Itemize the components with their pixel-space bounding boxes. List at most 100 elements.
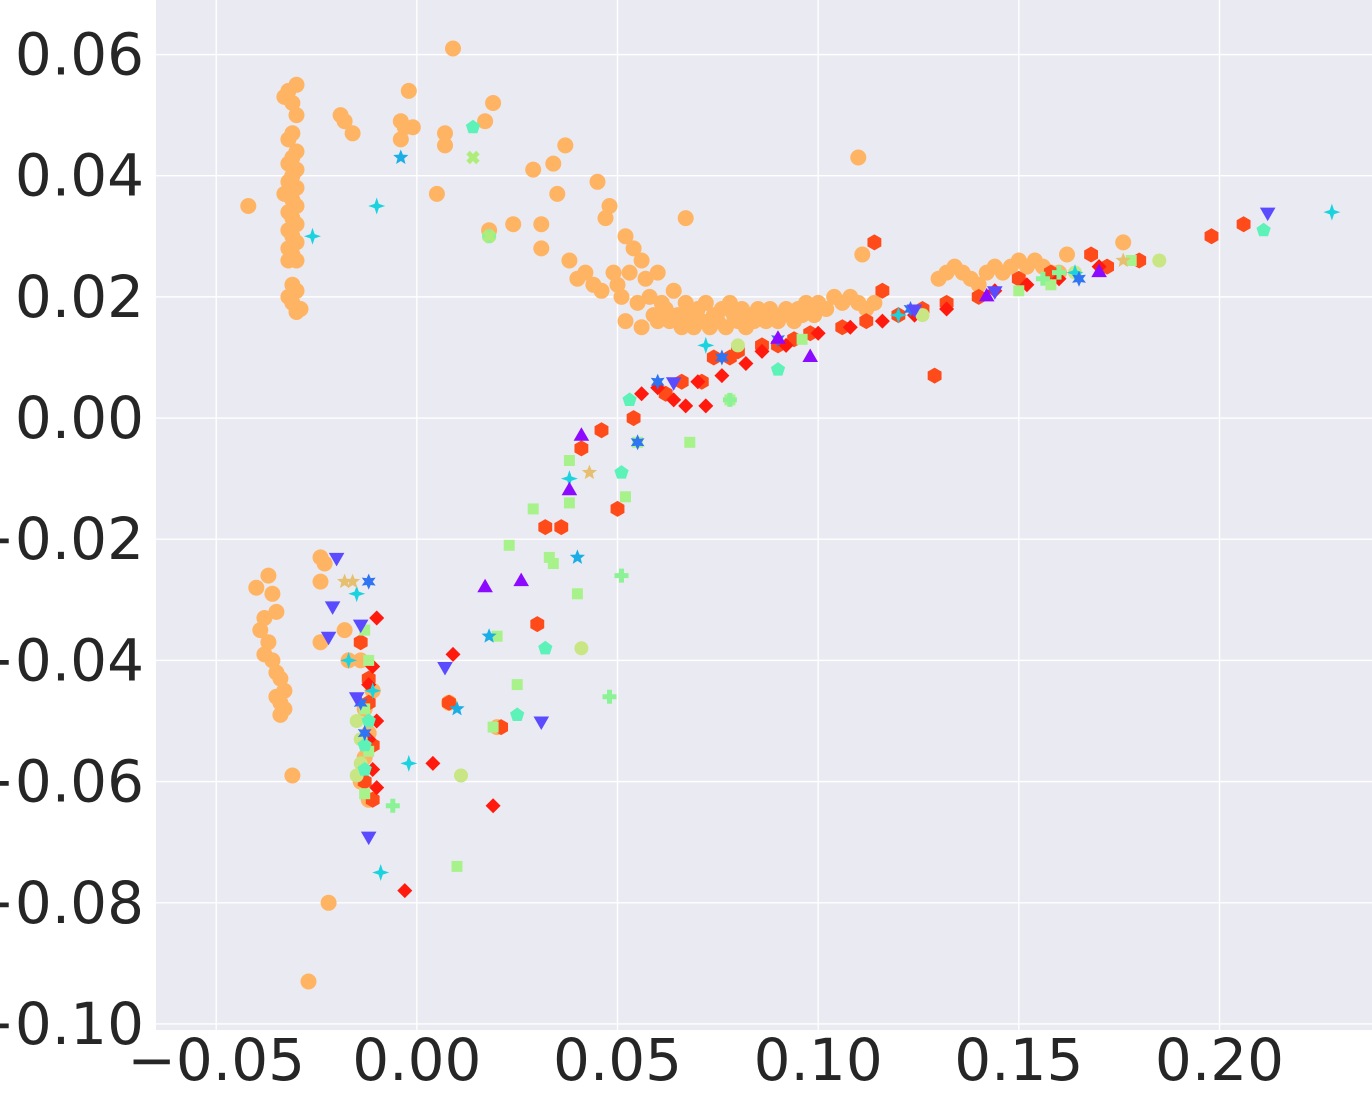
data-point-circle <box>477 113 494 130</box>
data-point-square <box>620 491 631 503</box>
data-point-circle <box>336 113 353 130</box>
data-point-x <box>482 229 496 244</box>
data-point-circle <box>320 894 337 911</box>
data-point-triangle-down <box>987 286 1003 300</box>
data-point-circle <box>272 706 289 723</box>
data-point-circle <box>272 670 289 687</box>
data-point-circle <box>336 622 353 639</box>
x-tick-label: 0.20 <box>1155 1026 1284 1094</box>
data-point-square <box>359 788 371 800</box>
y-tick-label: 0.02 <box>15 263 144 331</box>
data-point-hexagon <box>875 282 890 299</box>
data-point-triangle-down <box>324 601 341 615</box>
data-point-star4 <box>1323 203 1341 221</box>
y-tick-labels: 0.06 0.04 0.02 0.00 −0.02 −0.04 −0.06 −0.08 −0.1… <box>0 21 144 1058</box>
x-tick-label: 0.05 <box>553 1026 682 1094</box>
data-point-square <box>571 588 583 600</box>
data-point-circle <box>657 301 674 317</box>
data-point-pentagon <box>357 737 372 752</box>
data-point-square <box>487 721 499 733</box>
data-point-circle <box>240 198 257 214</box>
data-point-circle <box>669 307 686 324</box>
data-point-circle <box>260 634 277 651</box>
data-point-square <box>363 654 375 666</box>
data-point-circle <box>605 264 622 281</box>
data-point-diamond <box>445 646 461 662</box>
data-point-square <box>684 436 696 448</box>
data-point-diamond <box>485 798 501 814</box>
data-point-square <box>543 551 555 563</box>
data-point-hexagon <box>538 519 553 536</box>
data-point-cross <box>385 798 400 813</box>
data-point-circle <box>721 294 738 311</box>
data-point-circle <box>445 40 461 57</box>
points-layer <box>240 40 1341 990</box>
y-tick-label: −0.08 <box>0 869 144 937</box>
data-point-circle <box>641 288 658 305</box>
data-point-circle <box>485 95 502 111</box>
x-tick-label: 0.00 <box>352 1026 481 1094</box>
data-point-circle <box>288 304 305 320</box>
data-point-circle <box>264 652 281 669</box>
data-point-circle <box>312 634 329 651</box>
data-point-hexagon <box>867 234 882 251</box>
data-point-star4 <box>372 864 390 881</box>
data-point-hexagon <box>1236 216 1251 233</box>
data-point-circle <box>1115 234 1132 251</box>
y-tick-label: 0.06 <box>15 21 144 89</box>
data-point-circle <box>866 294 883 311</box>
data-point-star4 <box>889 306 907 324</box>
data-point-diamond <box>939 301 955 317</box>
data-point-triangle-up <box>802 348 818 362</box>
data-point-triangle-up <box>770 330 786 344</box>
data-point-circle <box>601 198 618 214</box>
data-point-circle <box>525 161 542 178</box>
data-point-diamond <box>690 374 706 390</box>
data-point-star5 <box>336 573 353 589</box>
x-tick-label: 0.15 <box>954 1026 1083 1094</box>
data-point-square <box>563 455 575 466</box>
data-point-square <box>359 703 371 715</box>
data-point-pentagon <box>614 465 629 479</box>
data-point-square <box>563 497 575 509</box>
data-point-triangle-down <box>348 692 365 706</box>
data-point-hexagon <box>530 616 545 633</box>
data-point-hexagon <box>353 634 368 651</box>
data-point-square <box>503 539 515 551</box>
data-point-square <box>796 333 808 345</box>
data-point-circle <box>854 246 871 263</box>
data-point-circle-sm <box>574 641 589 656</box>
data-point-pentagon <box>361 713 376 728</box>
data-point-star4 <box>364 682 382 700</box>
data-point-circle <box>633 252 650 269</box>
data-point-circle <box>649 313 666 330</box>
data-point-triangle-up <box>978 287 995 302</box>
data-point-circle <box>264 585 281 602</box>
data-point-hexagon <box>859 313 874 330</box>
data-point-diamond <box>874 313 890 329</box>
y-tick-label: −0.10 <box>0 990 144 1058</box>
data-point-star6 <box>630 434 645 451</box>
data-point-hexagon <box>574 440 589 457</box>
data-point-circle <box>404 119 421 136</box>
data-point-star6 <box>1072 270 1086 287</box>
data-point-star5 <box>581 464 598 480</box>
data-point-diamond <box>634 386 650 402</box>
data-point-circle <box>665 282 682 299</box>
data-point-circle <box>597 210 614 227</box>
data-point-star6 <box>650 373 665 390</box>
data-point-circle <box>248 579 265 596</box>
data-point-diamond <box>754 343 770 359</box>
data-point-circle <box>970 276 987 293</box>
data-point-circle <box>428 185 445 202</box>
data-point-hexagon <box>554 519 569 536</box>
data-point-circle <box>629 294 646 311</box>
data-point-circle <box>613 288 630 305</box>
plot-background <box>156 0 1372 1030</box>
data-point-circle <box>1059 246 1075 263</box>
y-tick-label: −0.02 <box>0 505 144 573</box>
data-point-triangle-down <box>328 552 345 567</box>
data-point-hexagon <box>594 422 609 439</box>
data-point-circle <box>649 264 666 281</box>
data-point-circle <box>280 131 297 148</box>
